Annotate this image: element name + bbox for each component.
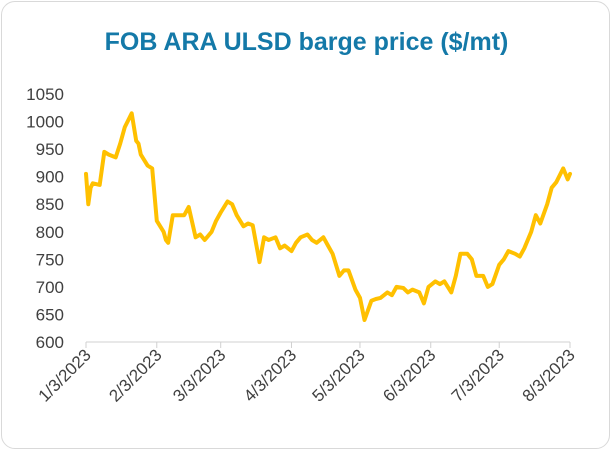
- series-layer: [84, 111, 572, 322]
- y-tick-label: 850: [36, 195, 64, 214]
- y-axis-tick-labels: 600 650 700 750 800 850 900 950 1000 1050: [26, 85, 64, 352]
- x-tick-label: 7/3/2023: [448, 345, 508, 405]
- x-tick-label: 8/3/2023: [519, 345, 579, 405]
- x-tick-label: 5/3/2023: [309, 345, 369, 405]
- y-tick-label: 650: [36, 305, 64, 324]
- x-tick-label: 4/3/2023: [240, 345, 300, 405]
- y-tick-label: 700: [36, 278, 64, 297]
- y-tick-label: 950: [36, 140, 64, 159]
- y-tick-label: 800: [36, 223, 64, 242]
- x-axis-tick-labels: 1/3/2023 2/3/2023 3/3/2023 4/3/2023 5/3/2023…: [35, 345, 579, 405]
- y-tick-label: 750: [36, 250, 64, 269]
- y-tick-label: 600: [36, 333, 64, 352]
- x-axis-tick-marks: [85, 342, 571, 348]
- x-tick-label: 2/3/2023: [105, 345, 165, 405]
- x-tick-label: 3/3/2023: [169, 345, 229, 405]
- x-tick-label: 6/3/2023: [379, 345, 439, 405]
- y-tick-label: 1000: [26, 113, 64, 132]
- x-tick-label: 1/3/2023: [35, 345, 95, 405]
- y-tick-label: 1050: [26, 85, 64, 104]
- price-series-line: [84, 111, 572, 322]
- y-tick-label: 900: [36, 168, 64, 187]
- chart-title: FOB ARA ULSD barge price ($/mt): [104, 28, 509, 56]
